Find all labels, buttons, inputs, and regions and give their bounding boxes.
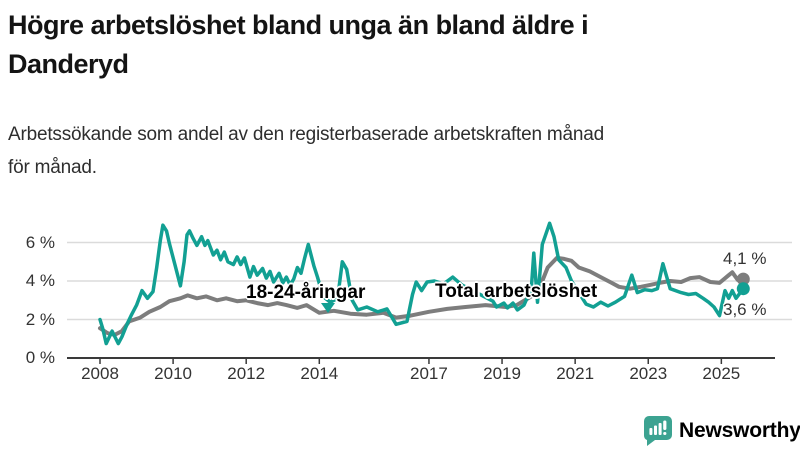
series-youth-end-dot — [736, 282, 750, 296]
youth-label-arrow-icon — [321, 303, 335, 313]
x-axis-tick-marks — [99, 358, 723, 364]
x-tick-label: 2019 — [483, 364, 521, 383]
newsworthy-wordmark: Newsworthy — [679, 419, 800, 442]
title-line-1: Högre arbetslöshet bland unga än bland ä… — [8, 10, 589, 40]
newsworthy-logo: Newsworthy — [644, 416, 800, 446]
subtitle-line-2: för månad. — [8, 157, 97, 178]
title-line-2: Danderyd — [8, 49, 129, 79]
end-value-label-total: 4,1 % — [723, 249, 767, 268]
series-label-total: Total arbetslöshet — [435, 281, 598, 302]
page-title: Högre arbetslöshet bland unga än bland ä… — [8, 6, 792, 84]
series-youth-line — [98, 221, 746, 346]
subtitle-line-1: Arbetssökande som andel av den registerb… — [8, 124, 605, 145]
x-tick-label: 2025 — [702, 364, 741, 383]
x-tick-label: 2021 — [556, 364, 595, 383]
end-value-label-youth: 3,6 % — [723, 300, 767, 319]
series-total-end-dot — [736, 272, 750, 286]
x-tick-label: 2012 — [227, 364, 266, 383]
x-tick-label: 2017 — [410, 364, 448, 383]
x-tick-label: 2014 — [300, 364, 339, 383]
series-total-line — [98, 255, 746, 337]
y-tick-label: 0 % — [25, 348, 55, 367]
y-tick-label: 4 % — [25, 271, 55, 290]
x-tick-label: 2008 — [81, 364, 119, 383]
y-tick-label: 6 % — [25, 232, 55, 252]
x-tick-label: 2010 — [154, 364, 192, 383]
x-tick-label: 2023 — [629, 364, 668, 383]
series-label-youth: 18-24-åringar — [246, 282, 366, 303]
newsworthy-icon — [644, 416, 672, 446]
y-tick-label: 2 % — [25, 309, 55, 329]
chart-subtitle: Arbetssökande som andel av den registerb… — [8, 118, 792, 184]
